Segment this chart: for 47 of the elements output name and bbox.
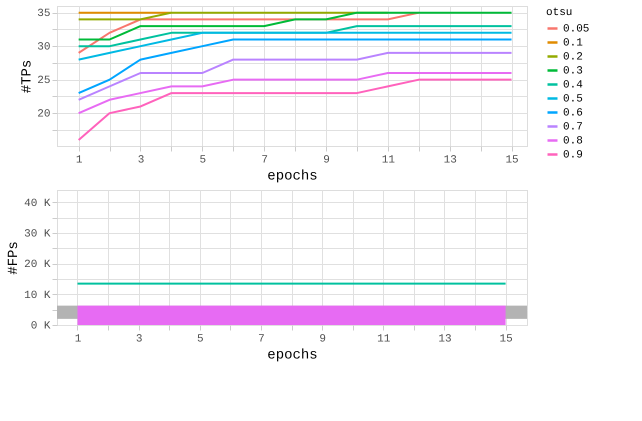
x-tick-label: 7 bbox=[258, 334, 265, 346]
x-tick-label: 5 bbox=[200, 154, 206, 166]
line-series bbox=[78, 12, 513, 40]
x-tick-label: 13 bbox=[444, 154, 457, 166]
x-tick-label: 3 bbox=[138, 154, 144, 166]
legend-label: 0.4 bbox=[563, 80, 584, 92]
line-series bbox=[78, 32, 513, 61]
legend-label: 0.2 bbox=[563, 52, 583, 64]
x-tick-label: 9 bbox=[319, 334, 326, 346]
y-tick-label: 20 bbox=[37, 108, 50, 121]
x-tick-label: 15 bbox=[505, 154, 519, 166]
y-tick-label: 0 K bbox=[30, 320, 51, 332]
legend-label: 0.6 bbox=[563, 108, 583, 120]
y-axis-title: #TPs bbox=[19, 60, 36, 94]
line-series bbox=[78, 78, 513, 141]
x-tick-label: 1 bbox=[76, 154, 83, 166]
line-series bbox=[78, 52, 513, 101]
legend-label: 0.8 bbox=[563, 136, 583, 148]
x-tick-label: 9 bbox=[323, 154, 330, 166]
x-tick-label: 7 bbox=[261, 154, 268, 166]
y-tick-label: 30 K bbox=[24, 228, 51, 240]
legend-label: 0.3 bbox=[563, 66, 583, 78]
y-axis-title: #FPs bbox=[6, 241, 22, 275]
x-tick-label: 5 bbox=[197, 334, 204, 346]
line-series bbox=[78, 38, 513, 94]
x-tick-label: 3 bbox=[136, 334, 142, 346]
legend-label: 0.7 bbox=[563, 122, 583, 134]
y-tick-label: 35 bbox=[37, 8, 50, 20]
y-tick-label: 20 K bbox=[24, 259, 51, 272]
line-series bbox=[78, 72, 513, 114]
legend-label: 0.1 bbox=[563, 38, 584, 50]
y-tick-label: 25 bbox=[37, 75, 50, 88]
x-tick-label: 11 bbox=[377, 334, 391, 346]
y-tick-label: 30 bbox=[37, 42, 50, 54]
x-tick-label: 11 bbox=[382, 154, 396, 166]
legend-label: 0.9 bbox=[563, 150, 583, 162]
x-axis-title: epochs bbox=[267, 168, 318, 184]
legend-label: 0.05 bbox=[563, 24, 590, 36]
legend-title: otsu bbox=[546, 7, 572, 19]
x-tick-label: 1 bbox=[74, 334, 82, 346]
line-series bbox=[78, 12, 420, 54]
legend-label: 0.5 bbox=[563, 94, 583, 106]
x-tick-label: 15 bbox=[499, 334, 513, 346]
y-tick-label: 40 K bbox=[24, 198, 51, 210]
y-tick-label: 10 K bbox=[24, 290, 51, 302]
x-tick-label: 13 bbox=[438, 334, 452, 346]
x-axis-title: epochs bbox=[267, 348, 318, 364]
